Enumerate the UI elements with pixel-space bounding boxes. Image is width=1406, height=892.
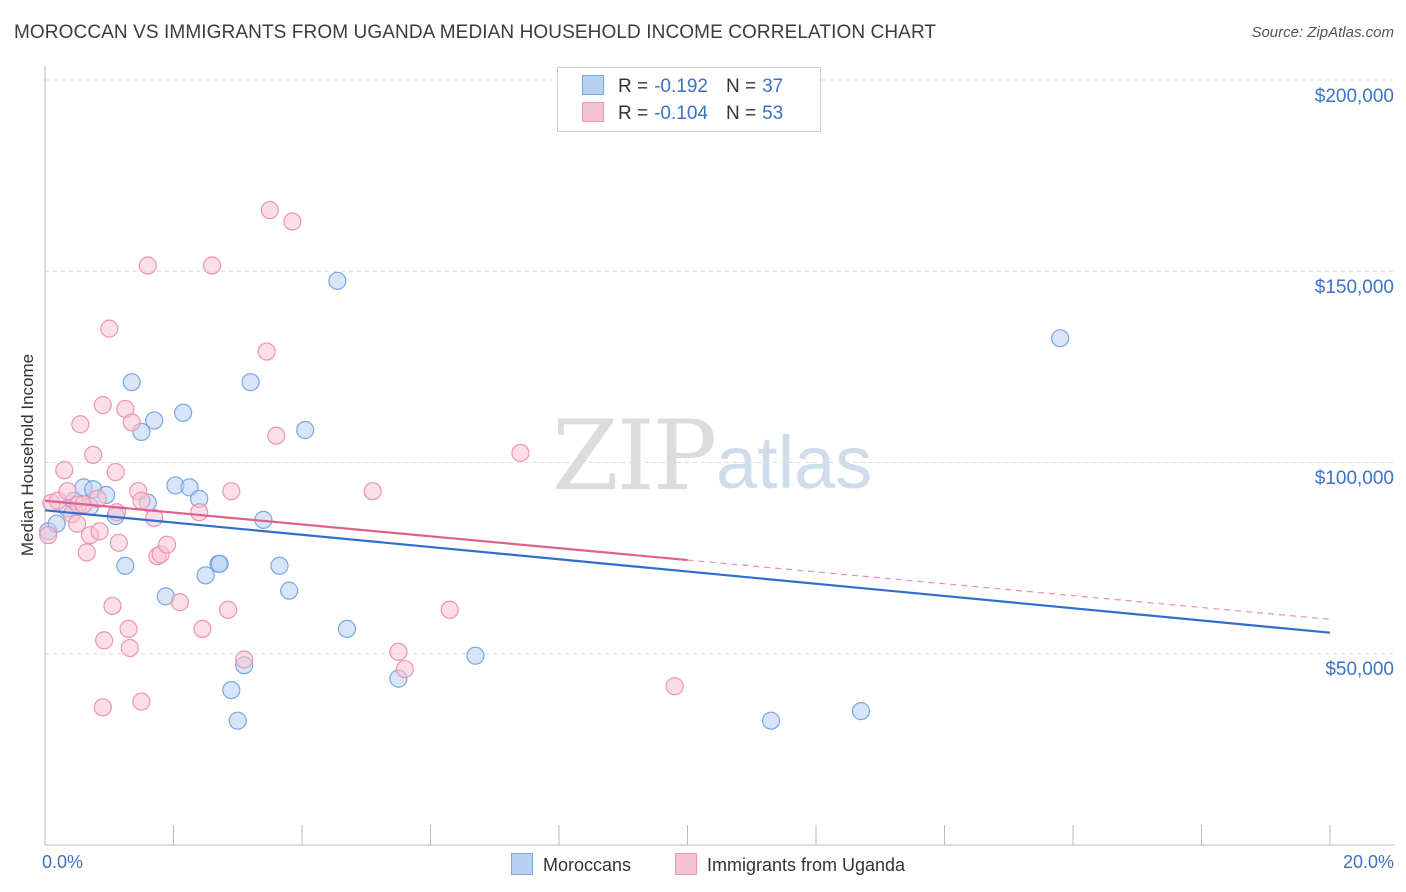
uganda-point-20 xyxy=(106,462,125,482)
bottom-legend-label-uganda: Immigrants from Uganda xyxy=(707,855,906,875)
uganda-point-10 xyxy=(77,543,96,562)
y-tick-label-50k: $50,000 xyxy=(1325,659,1394,680)
uganda-point-42 xyxy=(257,342,276,361)
moroccans-point-33 xyxy=(466,646,485,665)
uganda-point-29 xyxy=(132,692,151,711)
bottom-legend-swatch-blue xyxy=(511,853,533,875)
uganda-point-28 xyxy=(132,491,151,510)
moroccans-point-16 xyxy=(174,403,193,422)
y-tick-label-100k: $100,000 xyxy=(1314,468,1394,489)
moroccans-point-31 xyxy=(337,619,357,638)
legend-n-label: N = xyxy=(725,103,757,124)
moroccans-point-29 xyxy=(296,420,315,440)
uganda-point-49 xyxy=(440,600,459,619)
uganda-point-38 xyxy=(202,256,222,275)
legend-r-value: -0.104 xyxy=(654,103,708,124)
uganda-trendline-projection xyxy=(687,559,1331,620)
uganda-point-45 xyxy=(283,212,302,231)
x-axis-min-label: 0.0% xyxy=(42,852,84,872)
uganda-point-37 xyxy=(193,619,212,638)
uganda-point-30 xyxy=(138,256,157,275)
legend-swatch-blue xyxy=(582,75,604,95)
uganda-point-51 xyxy=(665,677,684,696)
moroccans-point-34 xyxy=(761,711,781,730)
uganda-point-43 xyxy=(260,200,279,220)
moroccans-point-36 xyxy=(1051,329,1070,348)
moroccans-point-35 xyxy=(851,702,871,721)
uganda-point-46 xyxy=(363,482,382,501)
y-tick-label-200k: $200,000 xyxy=(1314,86,1394,107)
uganda-point-36 xyxy=(190,503,209,522)
legend-r-value: -0.192 xyxy=(654,76,708,97)
uganda-point-8 xyxy=(71,415,90,434)
moroccans-point-22 xyxy=(222,680,241,700)
uganda-point-47 xyxy=(389,642,408,661)
uganda-point-24 xyxy=(119,619,138,638)
uganda-point-22 xyxy=(109,533,128,552)
moroccans-point-23 xyxy=(228,711,247,730)
legend-r-label: R = xyxy=(618,76,649,97)
moroccans-point-30 xyxy=(328,271,347,290)
bottom-legend-label-moroccans: Moroccans xyxy=(543,855,632,875)
uganda-point-26 xyxy=(122,413,141,432)
uganda-trendline xyxy=(44,499,688,562)
uganda-point-40 xyxy=(222,482,241,501)
moroccans-point-19 xyxy=(196,566,215,585)
uganda-point-18 xyxy=(100,319,119,338)
legend-row-uganda: R = -0.104 N = 53 xyxy=(582,102,783,128)
source-label: Source: ZipAtlas.com xyxy=(1251,24,1394,41)
uganda-point-16 xyxy=(93,698,112,717)
uganda-point-41 xyxy=(235,650,254,669)
legend-swatch-pink xyxy=(582,102,604,122)
bottom-legend-uganda[interactable]: Immigrants from Uganda xyxy=(675,853,905,876)
x-axis-max-label: 20.0% xyxy=(1342,852,1394,872)
moroccans-trendline xyxy=(44,509,1331,634)
uganda-point-50 xyxy=(511,443,530,463)
uganda-point-25 xyxy=(120,638,139,658)
uganda-point-15 xyxy=(93,396,112,415)
moroccans-point-13 xyxy=(145,411,164,430)
moroccans-point-9 xyxy=(116,556,135,575)
uganda-point-34 xyxy=(157,535,177,554)
watermark-zip: ZIP xyxy=(552,400,717,512)
legend-r-label: R = xyxy=(618,103,649,124)
y-axis-label: Median Household Income xyxy=(18,353,37,557)
moroccans-point-28 xyxy=(280,581,299,600)
uganda-point-17 xyxy=(95,631,114,650)
uganda-point-6 xyxy=(68,514,87,533)
uganda-point-44 xyxy=(267,426,286,445)
legend-row-moroccans: R = -0.192 N = 37 xyxy=(582,75,783,101)
moroccans-point-10 xyxy=(122,373,141,392)
moroccans-point-21 xyxy=(210,554,229,573)
uganda-point-12 xyxy=(84,445,103,464)
moroccans-point-27 xyxy=(270,556,289,575)
uganda-point-14 xyxy=(90,522,109,541)
uganda-point-48 xyxy=(395,659,414,679)
bottom-legend-swatch-pink xyxy=(675,853,697,875)
bottom-legend-moroccans[interactable]: Moroccans xyxy=(511,853,631,876)
moroccans-point-25 xyxy=(241,373,260,392)
legend-n-value: 37 xyxy=(762,76,784,97)
uganda-point-0 xyxy=(39,526,58,545)
uganda-point-39 xyxy=(219,600,238,619)
uganda-point-13 xyxy=(88,489,107,508)
uganda-point-19 xyxy=(103,596,122,616)
uganda-point-3 xyxy=(55,461,74,480)
chart-title: MOROCCAN VS IMMIGRANTS FROM UGANDA MEDIA… xyxy=(14,22,937,43)
uganda-point-4 xyxy=(58,482,77,501)
legend-n-value: 53 xyxy=(762,103,784,124)
uganda-point-35 xyxy=(170,593,190,612)
y-tick-label-150k: $150,000 xyxy=(1314,277,1394,298)
legend-n-label: N = xyxy=(725,76,757,97)
correlation-legend: R = -0.192 N = 37 R = -0.104 N = 53 xyxy=(557,67,821,132)
